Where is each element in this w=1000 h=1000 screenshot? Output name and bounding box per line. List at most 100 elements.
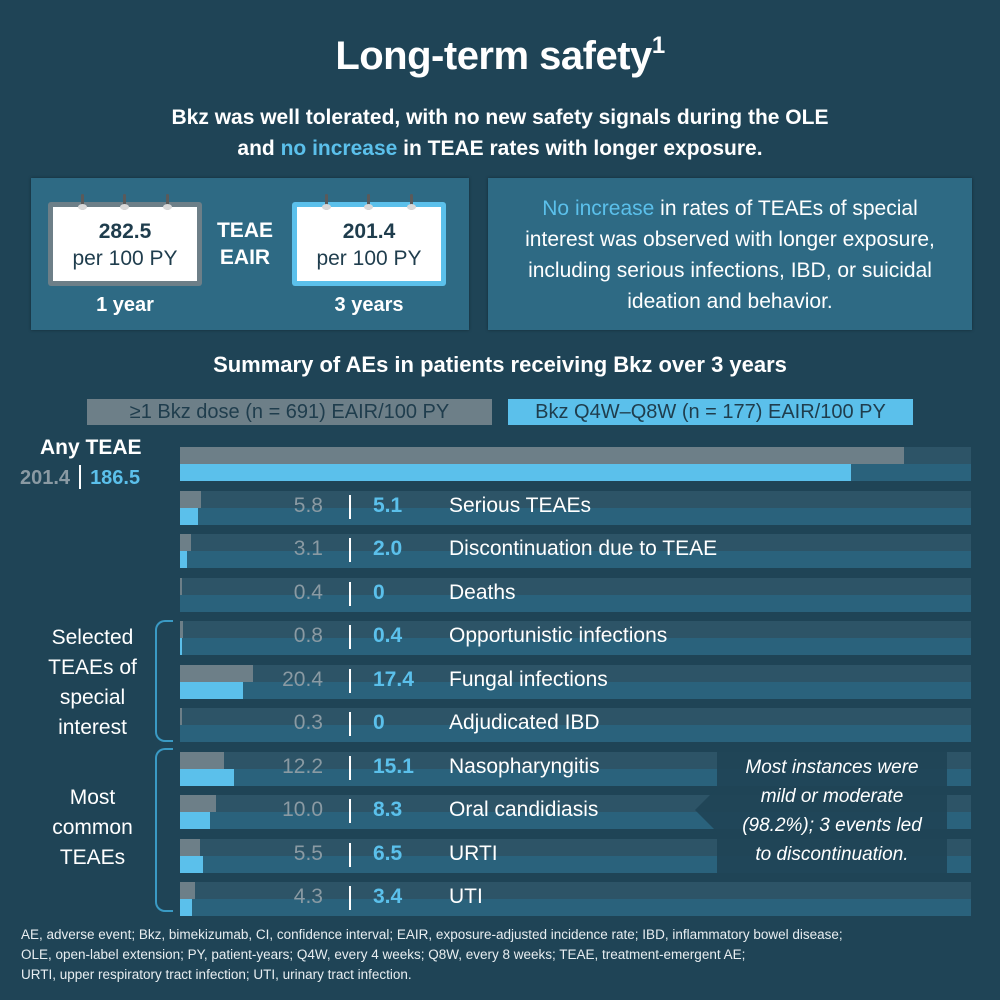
- calendar-ring-icon: [364, 194, 373, 210]
- chart-row: 4.3 3.4 UTI: [180, 882, 971, 917]
- legend-gray-series: ≥1 Bkz dose (n = 691) EAIR/100 PY: [87, 399, 492, 425]
- eair-unit: per 100 PY: [316, 247, 422, 270]
- value-label-gray: 0.4: [293, 580, 323, 604]
- value-label-gray: 5.5: [293, 841, 323, 865]
- bar-gray-series: [180, 621, 183, 638]
- value-separator: [79, 465, 82, 489]
- bar-track: [180, 594, 971, 612]
- value-label-gray: 5.8: [293, 493, 323, 517]
- calendar-card-3-years: 201.4 per 100 PY: [292, 194, 446, 286]
- calendar-ring-icon: [78, 194, 87, 210]
- callout-arrow: [695, 788, 717, 832]
- period-label: 3 years: [334, 294, 404, 316]
- bar-track: [180, 725, 971, 742]
- value-label-blue: 0: [373, 580, 385, 604]
- group-label-special-interest: Selected TEAEs of special interest: [30, 623, 155, 743]
- bar-blue-series: [180, 507, 199, 525]
- value-separator: [349, 712, 351, 736]
- category-label: Oral candidiasis: [449, 798, 599, 821]
- calendar-ring-icon: [163, 194, 172, 210]
- chart-row: 0.4 0 Deaths: [180, 577, 971, 613]
- footnote: AE, adverse event; Bkz, bimekizumab, CI,…: [21, 925, 981, 985]
- value-separator: [349, 799, 351, 823]
- bar-track: [180, 882, 971, 899]
- chart-row: 5.8 5.1 Serious TEAEs: [180, 490, 971, 526]
- chart-row: 3.1 2.0 Discontinuation due to TEAE: [180, 534, 971, 569]
- bar-gray-series: [180, 838, 200, 856]
- callout-text: Most instances were mild or moderate (98.2…: [717, 753, 947, 869]
- bar-gray-series: [180, 534, 192, 551]
- category-label: Adjudicated IBD: [449, 711, 600, 734]
- value-label-gray: 20.4: [282, 667, 323, 691]
- info-text: No increase in rates of TEAEs of special…: [488, 193, 972, 317]
- bar-track: [180, 681, 971, 699]
- value-label-blue: 5.1: [373, 493, 403, 517]
- eair-value: 282.5: [98, 220, 152, 243]
- title-footnote-ref: 1: [651, 32, 665, 59]
- any-teae-gray-value: 201.4: [20, 467, 71, 489]
- value-label-gray: 3.1: [293, 537, 323, 560]
- value-separator: [349, 625, 351, 649]
- value-label-blue: 0.4: [373, 624, 403, 647]
- value-separator: [349, 842, 351, 867]
- bar-blue-series: [180, 855, 204, 873]
- bar-track: [180, 551, 971, 568]
- value-label-gray: 0.8: [293, 624, 323, 647]
- subtitle-post: in TEAE rates with longer exposure.: [397, 137, 763, 160]
- group-label-line: TEAEs of: [48, 656, 137, 679]
- bar-track: [180, 621, 971, 638]
- value-separator: [349, 494, 351, 519]
- footnote-line: OLE, open-label extension; PY, patient-y…: [21, 947, 746, 962]
- bar-gray-series: [180, 490, 201, 508]
- period-label: 1 year: [96, 294, 154, 316]
- any-teae-label: Any TEAE: [40, 436, 142, 459]
- eair-label: EAIR: [219, 246, 271, 269]
- footnote-line: URTI, upper respiratory tract infection;…: [21, 967, 412, 982]
- value-separator: [349, 668, 351, 693]
- chart-row: [180, 447, 971, 482]
- bar-track: [180, 899, 971, 916]
- category-label: Opportunistic infections: [449, 624, 668, 647]
- chart-row: 0.8 0.4 Opportunistic infections: [180, 621, 971, 656]
- chart-title: Summary of AEs in patients receiving Bkz…: [213, 352, 787, 377]
- value-separator: [349, 538, 351, 562]
- calendar-ring-icon: [322, 194, 331, 210]
- group-label-line: TEAEs: [59, 846, 126, 869]
- calendar-page: [297, 207, 441, 281]
- calendar-ring-icon: [120, 194, 129, 210]
- bar-blue-series: [180, 638, 182, 655]
- callout-line: to discontinuation.: [755, 844, 909, 865]
- info-panel: No increase in rates of TEAEs of special…: [488, 178, 972, 330]
- callout-line: (98.2%); 3 events led: [742, 815, 922, 836]
- bracket-special-interest: [155, 620, 173, 742]
- title-text: Long-term safety: [335, 34, 652, 78]
- info-highlight: No increase: [542, 197, 655, 220]
- value-separator: [349, 755, 351, 780]
- group-label-line: Most: [69, 786, 116, 809]
- bar-gray-series: [180, 882, 196, 899]
- category-label: Discontinuation due to TEAE: [449, 537, 718, 560]
- bar-track: [180, 534, 971, 551]
- teae-label: TEAE: [216, 219, 273, 242]
- eair-panel: 282.5 per 100 PY 1 year TEAE EAIR 201.4 …: [31, 178, 469, 330]
- group-label-line: special: [59, 686, 126, 709]
- value-separator: [349, 886, 351, 910]
- bar-gray-series: [180, 795, 216, 812]
- value-label-gray: 10.0: [282, 798, 323, 821]
- callout-line: Most instances were: [745, 757, 919, 778]
- subtitle: Bkz was well tolerated, with no new safe…: [0, 102, 1000, 164]
- value-label-gray: 4.3: [293, 885, 323, 908]
- category-label: Deaths: [449, 580, 516, 604]
- eair-unit: per 100 PY: [72, 247, 178, 270]
- subtitle-pre: and: [237, 137, 281, 160]
- bar-gray-series: [180, 664, 254, 682]
- value-label-blue: 2.0: [373, 537, 403, 560]
- subtitle-line-1: Bkz was well tolerated, with no new safe…: [171, 106, 829, 129]
- bar-blue-series: [180, 899, 193, 916]
- category-label: Nasopharyngitis: [449, 754, 600, 778]
- chart-row: 20.4 17.4 Fungal infections: [180, 664, 971, 700]
- eair-value: 201.4: [342, 220, 396, 243]
- value-label-blue: 3.4: [373, 885, 403, 908]
- teae-eair-label: TEAE EAIR: [215, 217, 275, 271]
- bar-track: [180, 708, 971, 725]
